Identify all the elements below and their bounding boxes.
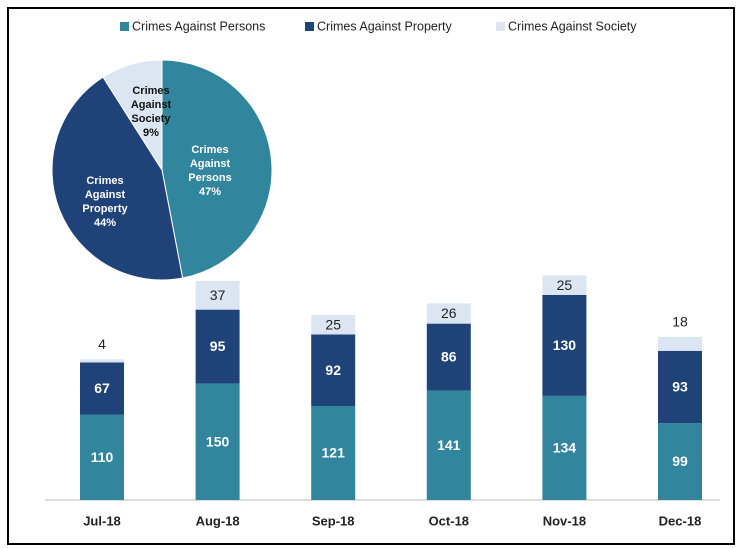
pie-label: Crimes Against Society 9%	[96, 84, 206, 140]
data-label: 26	[441, 305, 457, 321]
pie-label: Crimes Against Property 44%	[50, 174, 160, 230]
pie-label: Crimes Against Persons 47%	[155, 143, 265, 199]
bar-segment	[195, 309, 240, 384]
data-label: 141	[437, 437, 461, 453]
data-label: 25	[325, 316, 341, 332]
bar-segment	[658, 423, 702, 500]
pie-category: Crimes Against Society	[130, 85, 172, 125]
data-label: 130	[553, 337, 577, 353]
bar-segment	[80, 359, 124, 363]
bar-segment	[195, 280, 240, 310]
pie-value: 47%	[198, 186, 222, 198]
pie-category: Crimes Against Property	[82, 175, 128, 215]
bar-segment	[426, 303, 471, 324]
x-tick-label: Oct-18	[429, 513, 469, 528]
x-tick-label: Aug-18	[196, 513, 240, 528]
bar-segment	[311, 334, 356, 406]
x-tick-label: Sep-18	[312, 513, 355, 528]
data-label: 25	[557, 277, 573, 293]
data-label: 99	[672, 453, 688, 469]
legend-label: Crimes Against Society	[508, 19, 637, 33]
data-label: 93	[672, 379, 688, 395]
bar-segment	[658, 350, 702, 424]
bar-segment	[542, 395, 587, 500]
data-label: 110	[91, 449, 114, 465]
bar-segment	[658, 336, 702, 351]
x-tick-label: Dec-18	[659, 513, 702, 528]
x-tick-label: Nov-18	[543, 513, 586, 528]
bar-segment	[311, 405, 356, 500]
bar-segment	[311, 315, 356, 335]
bar-segment	[426, 323, 471, 391]
pie-value: 9%	[143, 127, 159, 139]
bar-segment	[542, 294, 587, 396]
data-label: 92	[325, 362, 341, 378]
legend-swatch	[305, 22, 314, 31]
pie-slice	[161, 59, 273, 279]
legend-swatch	[496, 22, 505, 31]
pie-value: 44%	[93, 217, 117, 229]
bar-segment	[426, 390, 471, 500]
data-label: 150	[206, 433, 230, 449]
pie-slice	[102, 59, 163, 172]
data-label: 121	[322, 445, 346, 461]
pie-category: Crimes Against Persons	[188, 144, 232, 184]
data-label: 134	[553, 440, 577, 456]
bar-segment	[80, 362, 124, 415]
pie-slice	[51, 76, 184, 281]
bar-segment	[542, 275, 587, 295]
data-label: 86	[441, 349, 457, 365]
bar-segment	[195, 383, 240, 500]
bar-segment	[80, 414, 124, 500]
data-label: 37	[210, 287, 226, 303]
x-tick-label: Jul-18	[83, 513, 121, 528]
data-label: 4	[98, 336, 106, 352]
data-label: 67	[94, 380, 110, 396]
legend-label: Crimes Against Persons	[132, 19, 265, 33]
data-label: 95	[210, 338, 226, 354]
data-label: 18	[672, 314, 688, 330]
legend-label: Crimes Against Property	[317, 19, 453, 33]
legend-swatch	[120, 22, 129, 31]
